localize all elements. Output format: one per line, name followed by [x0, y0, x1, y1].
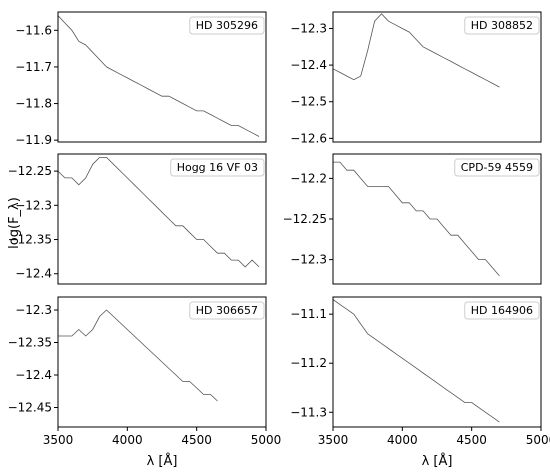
star-label: HD 308852 [471, 19, 533, 32]
y-tick-label: −11.2 [290, 356, 327, 370]
star-label: HD 164906 [471, 304, 533, 317]
star-label: CPD-59 4559 [461, 161, 533, 174]
x-tick-label: 4500 [181, 433, 212, 447]
panel-middle-left: −12.25 −12.3 −12.35 −12.4 Hogg 16 VF 03 [8, 153, 267, 285]
y-tick-label: −11.1 [290, 307, 327, 321]
x-tick-label: 4000 [387, 433, 418, 447]
plot-frame [57, 153, 267, 285]
y-tick-label: −12.25 [8, 164, 52, 178]
y-tick-label: −12.3 [290, 21, 327, 35]
spectrum-line [333, 161, 500, 277]
x-axis-label-right: λ [Å] [422, 453, 453, 469]
y-tick-label: −12.45 [8, 401, 52, 415]
y-tick-label: −12.4 [15, 368, 52, 382]
x-tick-label: 5000 [251, 433, 282, 447]
y-tick-label: −11.7 [15, 60, 52, 74]
plot-frame [332, 296, 542, 428]
plot-frame [332, 11, 542, 143]
star-label: HD 306657 [196, 304, 258, 317]
spectrum-line [58, 309, 218, 402]
panel-middle-right: −12.2 −12.25 −12.3 CPD-59 4559 [283, 153, 542, 285]
star-label-box [454, 158, 540, 177]
spectrum-line [332, 13, 500, 88]
plot-frame [57, 11, 267, 143]
y-tick-label: −12.6 [290, 131, 327, 145]
panel-top-right: −12.3 −12.4 −12.5 −12.6 HD 308852 [290, 11, 542, 145]
panel-bottom-right: −11.1 −11.2 −11.3 3500 4000 4500 5000 HD 164906 [290, 296, 550, 447]
star-label-box [464, 301, 540, 320]
star-label: Hogg 16 VF 03 [177, 161, 258, 174]
panel-bottom-left: −12.3 −12.35 −12.4 −12.45 3500 4000 4500 5000 HD… [8, 296, 282, 447]
y-tick-label: −12.3 [290, 253, 327, 267]
y-tick-label: −12.25 [283, 212, 327, 226]
y-tick-label: −12.35 [8, 336, 52, 350]
y-tick-label: −12.2 [290, 171, 327, 185]
star-label-box [189, 301, 265, 320]
x-tick-label: 4000 [112, 433, 143, 447]
plot-frame [57, 296, 267, 428]
star-label: HD 305296 [196, 19, 258, 32]
x-tick-label: 4500 [456, 433, 487, 447]
star-label-box [464, 16, 540, 35]
x-tick-label: 3500 [43, 433, 74, 447]
y-tick-label: −11.6 [15, 23, 52, 37]
spectrum-line [57, 15, 260, 137]
y-tick-label: −12.3 [15, 198, 52, 212]
y-tick-label: −12.4 [290, 58, 327, 72]
x-axis-label-left: λ [Å] [147, 453, 178, 469]
y-tick-label: −11.9 [15, 133, 52, 147]
x-tick-label: 3500 [318, 433, 349, 447]
spectrum-line [332, 299, 500, 423]
y-tick-label: −11.8 [15, 97, 52, 111]
y-axis-label: log(F_λ) [7, 197, 22, 249]
y-tick-label: −12.35 [8, 233, 52, 247]
y-tick-label: −12.3 [15, 303, 52, 317]
y-tick-label: −12.4 [15, 267, 52, 281]
spectrum-line [57, 156, 260, 268]
y-tick-label: −11.3 [290, 405, 327, 419]
star-label-box [189, 16, 265, 35]
x-tick-label: 5000 [526, 433, 550, 447]
y-tick-label: −12.5 [290, 95, 327, 109]
star-label-box [170, 158, 265, 177]
panel-top-left: −11.6 −11.7 −11.8 −11.9 HD 305296 [15, 11, 267, 147]
